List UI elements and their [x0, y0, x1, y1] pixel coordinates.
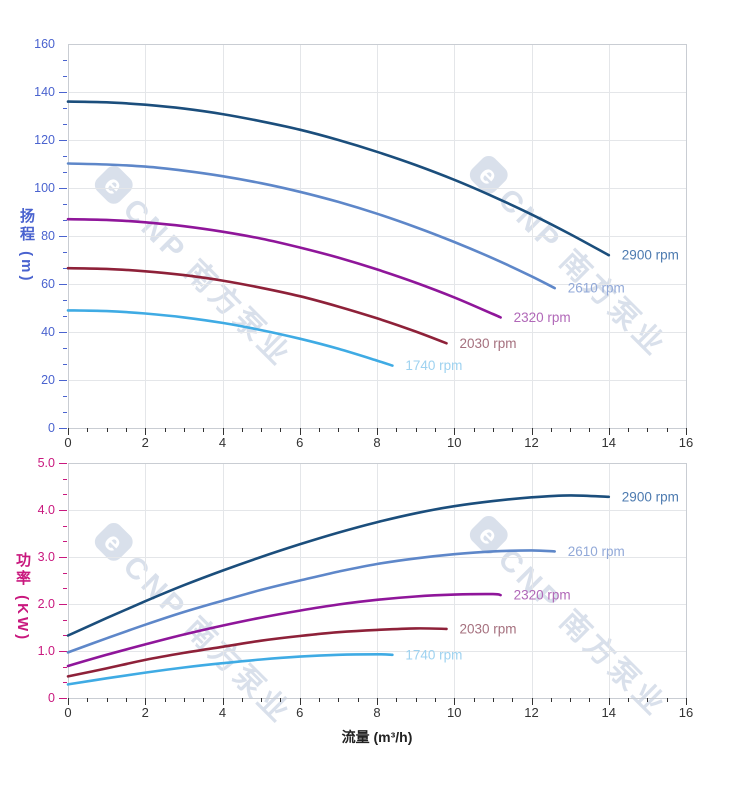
y-tick-label: 5.0: [38, 456, 55, 470]
x-tick-label: 6: [296, 705, 303, 720]
curve-1740-rpm: [66, 652, 394, 686]
curve-label-2320-rpm: 2320 rpm: [514, 310, 571, 325]
y-tick-label: 1.0: [38, 644, 55, 658]
curve-2030-rpm: [66, 266, 448, 345]
curve-2900-rpm: [66, 100, 611, 257]
curve-label-1740-rpm: 1740 rpm: [405, 647, 462, 662]
curve-label-2610-rpm: 2610 rpm: [568, 544, 625, 559]
x-tick-label: 14: [602, 705, 616, 720]
x-tick-label: 12: [524, 435, 538, 450]
x-tick-label: 8: [373, 705, 380, 720]
y-tick-label: 20: [41, 373, 55, 387]
curve-2320-rpm: [66, 217, 502, 319]
y-tick-label: 60: [41, 277, 55, 291]
curve-label-2610-rpm: 2610 rpm: [568, 281, 625, 296]
curve-label-1740-rpm: 1740 rpm: [405, 358, 462, 373]
x-tick-label: 4: [219, 705, 226, 720]
x-tick-label: 16: [679, 705, 693, 720]
curve-label-2030-rpm: 2030 rpm: [460, 621, 517, 636]
y-tick-label: 0: [48, 421, 55, 435]
curve-2320-rpm: [66, 592, 502, 668]
power-chart: 0 2 4 6 8 10 12 14 16 0 1.0 2.0 3.0 4.0 5.0 2900 rpm 261…: [38, 456, 694, 720]
x-tick-label: 6: [296, 435, 303, 450]
x-tick-label: 14: [602, 435, 616, 450]
x-tick-label: 8: [373, 435, 380, 450]
y-tick-label: 80: [41, 229, 55, 243]
x-tick-label: 16: [679, 435, 693, 450]
x-tick-label: 4: [219, 435, 226, 450]
curve-1740-rpm: [66, 309, 394, 367]
y-tick-label: 120: [34, 133, 55, 147]
curve-2030-rpm: [66, 627, 448, 678]
x-tick-label: 12: [524, 705, 538, 720]
curve-label-2320-rpm: 2320 rpm: [514, 588, 571, 603]
x-tick-label: 10: [447, 705, 461, 720]
y-tick-label: 40: [41, 325, 55, 339]
x-tick-label: 2: [142, 705, 149, 720]
x-tick-label: 0: [64, 435, 71, 450]
curve-label-2030-rpm: 2030 rpm: [460, 336, 517, 351]
y-tick-label: 160: [34, 37, 55, 51]
curve-2900-rpm: [66, 494, 611, 637]
x-tick-label: 2: [142, 435, 149, 450]
power-axis-title: 功率 (KW): [14, 552, 31, 643]
curve-2610-rpm: [66, 549, 556, 654]
curve-label-2900-rpm: 2900 rpm: [622, 489, 679, 504]
head-axis-title: 扬程 (m): [18, 208, 35, 284]
y-tick-label: 3.0: [38, 550, 55, 564]
y-tick-label: 100: [34, 181, 55, 195]
y-tick-label: 2.0: [38, 597, 55, 611]
curve-2610-rpm: [66, 162, 556, 290]
flow-axis-title: 流量 (m³/h): [341, 729, 413, 745]
x-tick-label: 0: [64, 705, 71, 720]
x-tick-label: 10: [447, 435, 461, 450]
y-tick-label: 0: [48, 691, 55, 705]
y-tick-label: 4.0: [38, 503, 55, 517]
y-tick-label: 140: [34, 85, 55, 99]
curve-label-2900-rpm: 2900 rpm: [622, 248, 679, 263]
